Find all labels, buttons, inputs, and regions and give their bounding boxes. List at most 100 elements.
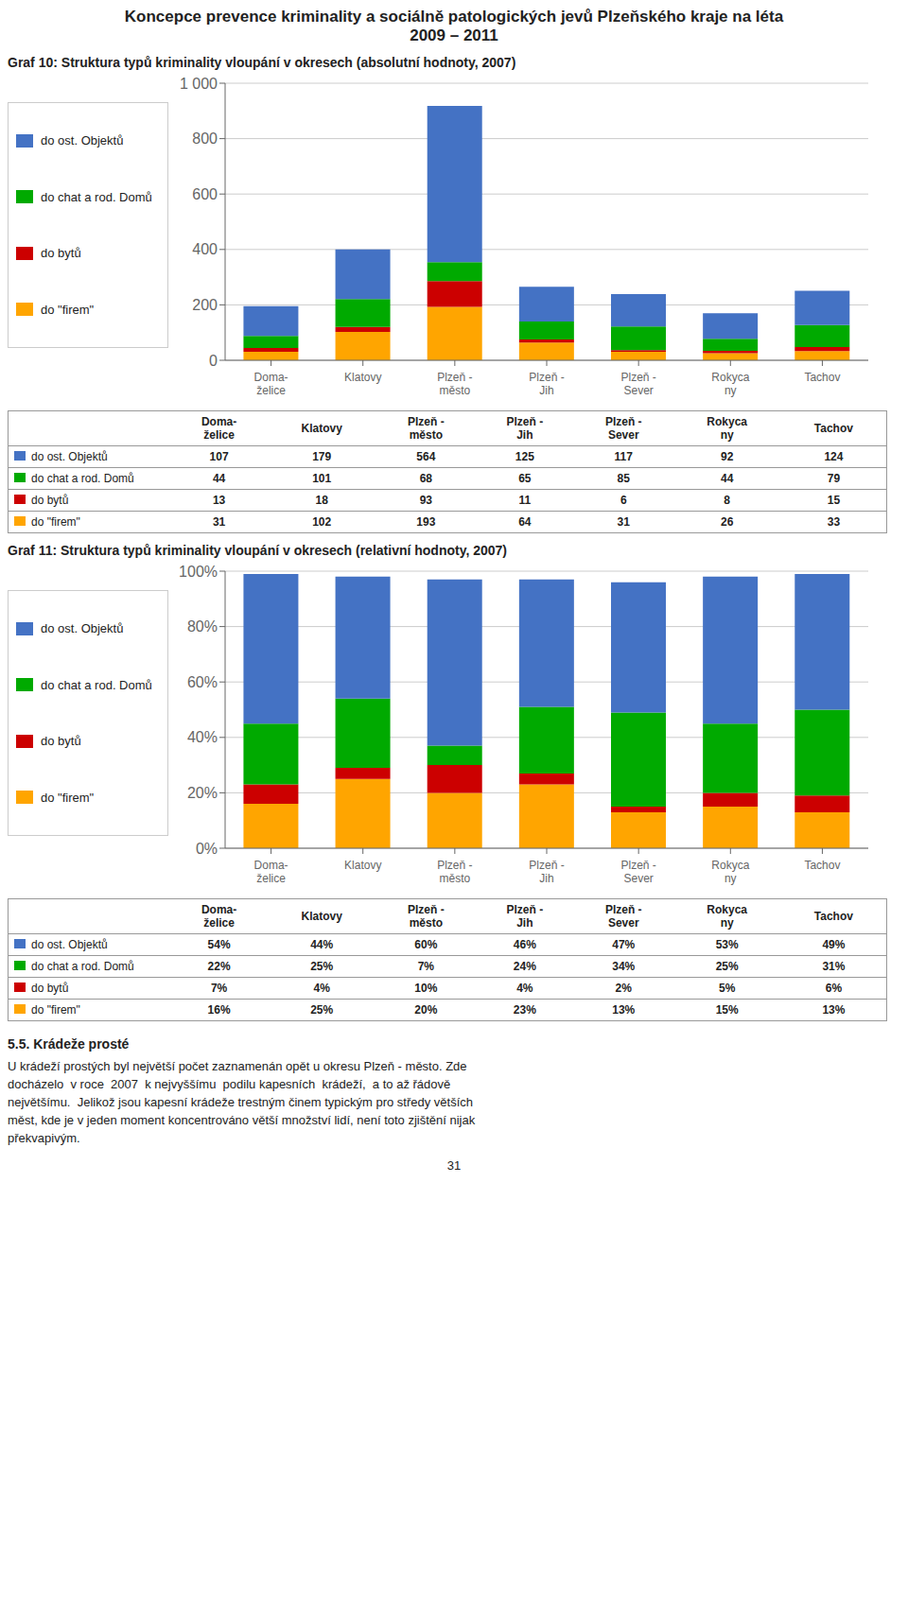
html-text:10%: 10% xyxy=(414,981,438,996)
html-text:2%: 2% xyxy=(615,981,632,996)
svg-text:Rokycany: Rokycany xyxy=(711,858,750,886)
svg-text:400: 400 xyxy=(192,241,218,258)
svg-text:60%: 60% xyxy=(187,674,218,691)
html-text:do ost. Objektů: do ost. Objektů xyxy=(31,938,108,952)
html-text:Plzeň - město: Plzeň - město xyxy=(407,415,445,442)
html-text:do chat a rod. Domů: do chat a rod. Domů xyxy=(31,471,135,486)
html-text:Koncepce prevence kriminality: Koncepce prevence kriminality a sociálně… xyxy=(124,7,784,45)
html-text:Tachov: Tachov xyxy=(814,421,854,436)
svg-text:Plzeň -Sever: Plzeň -Sever xyxy=(620,858,656,886)
svg-text:Tachov: Tachov xyxy=(803,858,840,873)
svg-text:Plzeň -Jih: Plzeň -Jih xyxy=(528,858,564,886)
html-text:193: 193 xyxy=(416,515,436,529)
html-text:65: 65 xyxy=(518,471,532,486)
html-text:do "firem": do "firem" xyxy=(31,515,81,529)
svg-text:Tachov: Tachov xyxy=(803,370,840,385)
html-text:13: 13 xyxy=(212,493,226,507)
svg-text:Klatovy: Klatovy xyxy=(344,370,382,385)
html-text:Graf 11: Struktura typů krimin: Graf 11: Struktura typů kriminality vlou… xyxy=(7,542,507,559)
html-text:6%: 6% xyxy=(825,981,842,996)
html-text:46%: 46% xyxy=(513,938,537,952)
svg-text:100%: 100% xyxy=(178,563,218,580)
html-text:Klatovy: Klatovy xyxy=(301,421,343,436)
html-text:25%: 25% xyxy=(310,960,334,974)
svg-text:0%: 0% xyxy=(195,840,218,857)
html-text:do bytů: do bytů xyxy=(31,493,69,507)
html-text:do chat a rod. Domů: do chat a rod. Domů xyxy=(40,677,153,693)
html-text:Rokyca ny: Rokyca ny xyxy=(706,415,748,442)
svg-text:800: 800 xyxy=(192,130,218,147)
html-text:Klatovy: Klatovy xyxy=(301,909,343,924)
html-text:největšímu. Jelikož jsou kapes: největšímu. Jelikož jsou kapesní krádeže… xyxy=(7,1095,473,1110)
html-text:101: 101 xyxy=(312,471,332,486)
svg-text:Doma-želice: Doma-želice xyxy=(254,370,289,398)
svg-text:Plzeň -město: Plzeň -město xyxy=(436,370,472,398)
html-text:měst, kde je v jeden moment ko: měst, kde je v jeden moment koncentrován… xyxy=(7,1113,476,1128)
html-text:do bytů: do bytů xyxy=(31,981,69,996)
svg-text:40%: 40% xyxy=(187,729,218,746)
html-text:26: 26 xyxy=(720,515,734,529)
html-text:47%: 47% xyxy=(612,938,635,952)
html-text:do ost. Objektů: do ost. Objektů xyxy=(31,450,108,464)
html-text:564: 564 xyxy=(416,450,436,464)
html-text:docházelo v roce 2007 k nejvyš: docházelo v roce 2007 k nejvyššímu podil… xyxy=(7,1077,451,1092)
svg-text:Rokycany: Rokycany xyxy=(711,370,750,398)
html-text:do ost. Objektů: do ost. Objektů xyxy=(40,133,124,148)
svg-text:20%: 20% xyxy=(187,785,218,802)
html-text:Tachov: Tachov xyxy=(814,909,854,924)
svg-text:Plzeň -Jih: Plzeň -Jih xyxy=(528,370,564,398)
html-text:do "firem": do "firem" xyxy=(40,302,94,317)
html-text:54%: 54% xyxy=(207,938,231,952)
svg-text:0: 0 xyxy=(209,352,218,369)
svg-text:1 000: 1 000 xyxy=(179,75,218,92)
html-text:4%: 4% xyxy=(313,981,330,996)
html-text:22%: 22% xyxy=(207,960,231,974)
html-text:49%: 49% xyxy=(822,938,846,952)
html-text:Graf 10: Struktura typů krimin: Graf 10: Struktura typů kriminality vlou… xyxy=(7,54,516,70)
html-text:53%: 53% xyxy=(715,938,739,952)
html-text:Plzeň - Jih: Plzeň - Jih xyxy=(506,415,544,442)
html-text:4%: 4% xyxy=(516,981,533,996)
html-text:117: 117 xyxy=(614,450,633,464)
html-text:102: 102 xyxy=(312,515,332,529)
html-text:do bytů: do bytů xyxy=(40,246,82,261)
html-text:7%: 7% xyxy=(210,981,228,996)
html-text:60%: 60% xyxy=(414,938,438,952)
html-text:do chat a rod. Domů: do chat a rod. Domů xyxy=(40,189,153,205)
html-text:do chat a rod. Domů: do chat a rod. Domů xyxy=(31,960,135,974)
svg-text:600: 600 xyxy=(192,186,218,203)
html-text:18: 18 xyxy=(315,493,329,507)
html-text:125: 125 xyxy=(515,450,535,464)
html-text:Plzeň - město: Plzeň - město xyxy=(407,903,445,930)
html-text:Doma- želice: Doma- želice xyxy=(201,903,237,930)
html-text:Plzeň - Sever: Plzeň - Sever xyxy=(605,903,642,930)
svg-text:Klatovy: Klatovy xyxy=(344,858,382,873)
html-text:do bytů: do bytů xyxy=(40,734,82,749)
html-text:Plzeň - Sever: Plzeň - Sever xyxy=(605,415,642,442)
html-text:92: 92 xyxy=(720,450,734,464)
svg-text:200: 200 xyxy=(192,296,218,314)
html-text:5%: 5% xyxy=(718,981,736,996)
html-text:68: 68 xyxy=(419,471,433,486)
html-text:179: 179 xyxy=(312,450,332,464)
html-text:do ost. Objektů: do ost. Objektů xyxy=(40,621,124,636)
html-text:124: 124 xyxy=(824,450,844,464)
html-text:44: 44 xyxy=(720,471,734,486)
svg-text:Doma-želice: Doma-želice xyxy=(254,858,289,886)
html-text:Plzeň - Jih: Plzeň - Jih xyxy=(506,903,544,930)
svg-text:Plzeň -město: Plzeň -město xyxy=(436,858,472,886)
html-text:Doma- želice: Doma- želice xyxy=(201,415,237,442)
svg-text:80%: 80% xyxy=(187,618,218,635)
html-text:64: 64 xyxy=(518,515,532,529)
html-text:107: 107 xyxy=(209,450,229,464)
svg-text:Plzeň -Sever: Plzeň -Sever xyxy=(620,370,656,398)
html-text:do "firem": do "firem" xyxy=(40,790,94,805)
html-text:U krádeží prostých byl největš: U krádeží prostých byl největší počet za… xyxy=(7,1059,467,1074)
html-text:Rokyca ny: Rokyca ny xyxy=(706,903,748,930)
html-text:44%: 44% xyxy=(310,938,334,952)
html-text:44: 44 xyxy=(212,471,226,486)
html-text:překvapivým.: překvapivým. xyxy=(7,1131,81,1146)
html-text:93: 93 xyxy=(419,493,433,507)
html-text:31: 31 xyxy=(212,515,226,529)
html-text:5.5. Krádeže prosté: 5.5. Krádeže prosté xyxy=(7,1036,130,1052)
